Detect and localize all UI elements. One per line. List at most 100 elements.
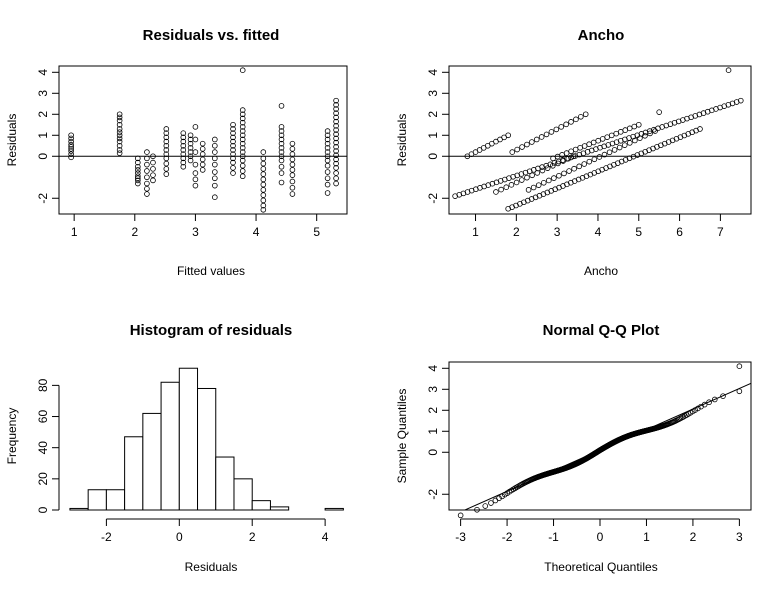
y-axis-label: Frequency [5, 408, 19, 465]
data-point [163, 134, 170, 141]
data-point [116, 150, 123, 156]
data-point [68, 141, 74, 148]
histogram-bar [251, 500, 271, 511]
data-point [692, 407, 698, 413]
data-point [116, 117, 123, 124]
data-point [260, 149, 267, 155]
data-point [524, 141, 530, 148]
data-point [514, 146, 520, 153]
data-point [524, 174, 530, 181]
data-point [621, 142, 628, 148]
y-tick-label: -2 [426, 489, 440, 500]
y-tick-label: 20 [36, 472, 50, 486]
data-point [68, 138, 74, 145]
data-point [324, 149, 331, 155]
data-point [239, 107, 246, 113]
title: Ancho [578, 27, 625, 44]
data-point [180, 163, 187, 170]
histogram-bar [233, 478, 253, 511]
y-tick-label: 4 [426, 365, 440, 372]
histogram-bar [197, 387, 217, 511]
data-point [199, 167, 206, 173]
data-point [116, 147, 123, 153]
data-point [289, 151, 296, 157]
y-tick-label: 3 [36, 90, 50, 97]
data-point [163, 160, 170, 167]
data-point [613, 130, 620, 137]
data-point [163, 126, 170, 132]
data-point [725, 67, 732, 73]
histogram-bar [324, 507, 344, 511]
y-tick-label: -2 [426, 193, 440, 204]
panel-ancho: Ancho Ancho Residuals 1 2 3 4 5 6 7 -2 0 1 2 3 4 [395, 27, 752, 278]
y-tick-label: 2 [426, 407, 440, 414]
data-point [278, 128, 285, 134]
data-point [135, 155, 141, 162]
data-point [239, 173, 246, 180]
data-point [595, 137, 601, 144]
x-tick-label: 2 [690, 530, 697, 544]
y-tick-label: 40 [36, 441, 50, 455]
data-point [212, 182, 218, 189]
data-point [239, 111, 246, 118]
data-point [513, 179, 520, 186]
x-axis-label: Fitted values [177, 264, 245, 278]
data-point [711, 396, 718, 403]
data-point [695, 405, 701, 412]
data-point [212, 142, 218, 149]
data-point [239, 67, 246, 73]
data-point [180, 138, 187, 145]
data-point [116, 135, 123, 142]
data-point [239, 162, 246, 169]
x-tick-label: 1 [472, 225, 479, 239]
x-tick-label: -2 [101, 530, 112, 544]
data-point [555, 160, 561, 167]
data-point [577, 144, 583, 151]
data-point [180, 147, 187, 153]
data-point [116, 126, 123, 132]
data-point [239, 124, 246, 130]
data-point [656, 109, 662, 115]
data-point [571, 165, 577, 172]
data-point [199, 151, 206, 157]
data-point [135, 175, 141, 182]
data-point [68, 154, 74, 161]
y-tick-label: 0 [36, 506, 50, 513]
data-point [187, 132, 194, 139]
data-point [199, 146, 206, 152]
data-point [324, 153, 331, 160]
data-point [163, 166, 170, 172]
data-point [278, 140, 285, 147]
data-point [116, 132, 123, 139]
data-point [333, 123, 339, 129]
panel-histogram: Histogram of residuals Residuals Frequen… [5, 322, 344, 574]
data-point [565, 155, 572, 162]
data-point [150, 172, 156, 178]
x-tick-label: 0 [176, 530, 183, 544]
data-point [570, 153, 577, 160]
data-point [230, 138, 236, 145]
data-point [116, 129, 123, 135]
data-point [278, 136, 285, 143]
data-point [135, 167, 141, 173]
data-point [135, 177, 141, 184]
data-point [563, 121, 569, 128]
data-point [622, 127, 629, 133]
data-point [601, 151, 608, 158]
x-tick-label: 2 [249, 530, 256, 544]
data-point [212, 175, 218, 182]
data-point [529, 139, 535, 145]
x-tick-label: 3 [192, 225, 199, 239]
histogram-bar [69, 507, 89, 511]
data-point [474, 506, 480, 513]
data-point [116, 121, 123, 128]
data-point [581, 161, 588, 167]
data-point [192, 176, 199, 183]
title: Normal Q-Q Plot [543, 322, 660, 339]
data-point [187, 145, 194, 151]
y-tick-label: 3 [426, 90, 440, 97]
x-tick-label: 0 [597, 530, 604, 544]
histogram-bar [87, 489, 107, 511]
data-point [482, 503, 489, 509]
data-point [530, 184, 537, 191]
